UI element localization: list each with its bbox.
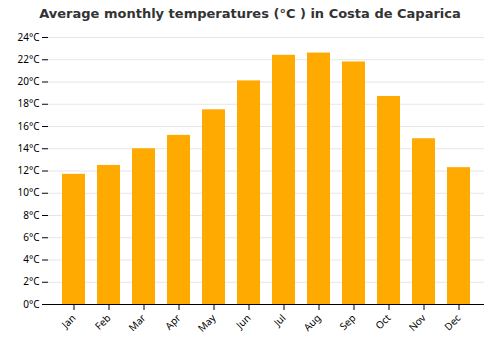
svg-text:16°C: 16°C bbox=[17, 119, 40, 133]
svg-text:Nov: Nov bbox=[405, 310, 429, 334]
svg-text:24°C: 24°C bbox=[17, 30, 40, 44]
svg-text:Jun: Jun bbox=[232, 311, 253, 332]
svg-text:2°C: 2°C bbox=[23, 274, 40, 288]
svg-text:14°C: 14°C bbox=[17, 141, 40, 155]
svg-text:Feb: Feb bbox=[91, 311, 113, 333]
svg-text:8°C: 8°C bbox=[23, 208, 40, 222]
svg-text:Apr: Apr bbox=[162, 311, 184, 333]
svg-text:May: May bbox=[194, 310, 219, 335]
svg-text:18°C: 18°C bbox=[17, 96, 40, 110]
svg-text:Jul: Jul bbox=[270, 311, 289, 330]
svg-text:4°C: 4°C bbox=[23, 252, 40, 266]
svg-text:Oct: Oct bbox=[372, 311, 394, 333]
svg-text:Mar: Mar bbox=[125, 311, 148, 334]
svg-text:Dec: Dec bbox=[441, 311, 464, 334]
svg-text:Aug: Aug bbox=[300, 311, 323, 334]
svg-text:10°C: 10°C bbox=[17, 185, 40, 199]
svg-text:12°C: 12°C bbox=[17, 163, 40, 177]
svg-text:0°C: 0°C bbox=[23, 297, 40, 311]
svg-text:22°C: 22°C bbox=[17, 52, 40, 66]
svg-text:6°C: 6°C bbox=[23, 230, 40, 244]
svg-text:20°C: 20°C bbox=[17, 74, 40, 88]
html-text:Average monthly temperatures (: Average monthly temperatures (°C ) in Co… bbox=[39, 6, 461, 21]
svg-text:Sep: Sep bbox=[336, 311, 358, 333]
svg-text:Jan: Jan bbox=[58, 311, 79, 332]
